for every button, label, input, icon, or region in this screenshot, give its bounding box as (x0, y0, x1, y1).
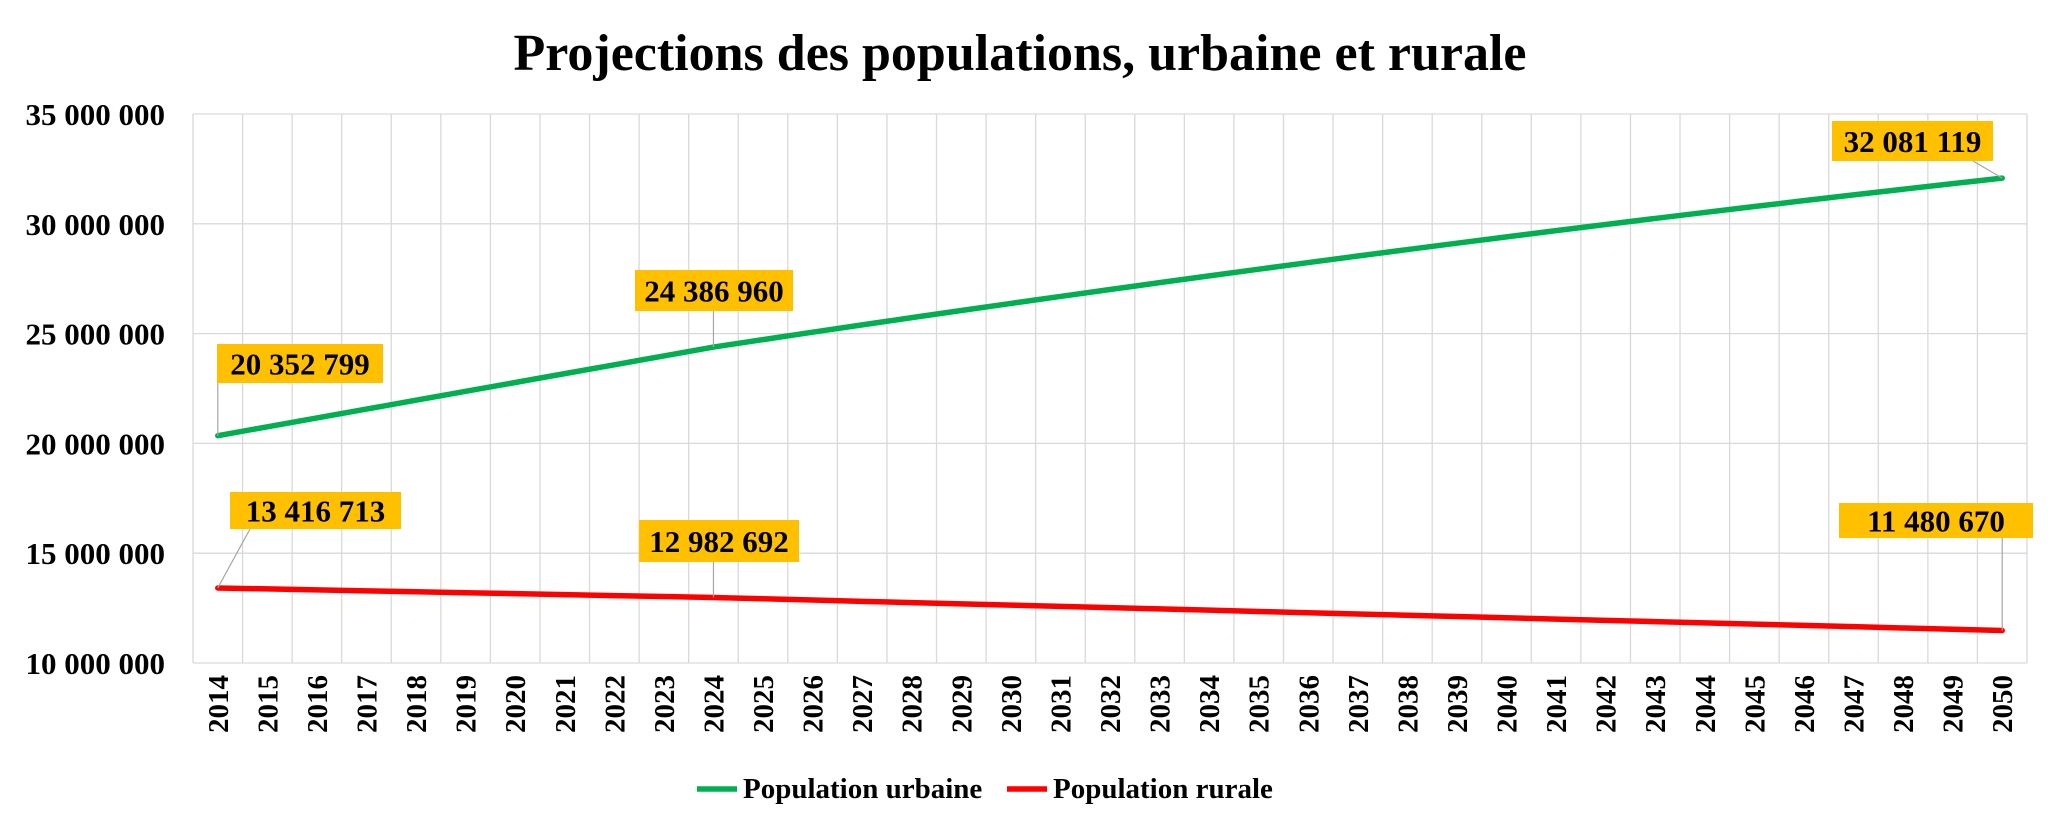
x-tick-label: 2046 (1789, 675, 1821, 733)
x-tick-label: 2050 (1987, 675, 2019, 733)
data-labels: 20 352 799 24 386 960 32 081 119 13 416 713… (217, 121, 2033, 631)
x-tick-label: 2048 (1888, 675, 1920, 733)
x-tick-label: 2047 (1839, 675, 1871, 733)
x-tick-label: 2026 (798, 675, 830, 733)
y-tick-label: 35 000 000 (26, 97, 166, 132)
x-tick-label: 2031 (1045, 675, 1077, 733)
y-tick-label: 30 000 000 (26, 207, 166, 242)
y-tick-label: 15 000 000 (26, 536, 166, 571)
x-tick-label: 2021 (550, 675, 582, 733)
x-tick-label: 2019 (451, 675, 483, 733)
x-tick-label: 2018 (401, 675, 433, 733)
data-label-box (1832, 121, 1993, 161)
x-tick-label: 2029 (946, 675, 978, 733)
y-tick-label: 20 000 000 (26, 426, 166, 461)
x-tick-label: 2020 (500, 675, 532, 733)
legend-label: Population rurale (1053, 773, 1273, 805)
y-tick-label: 25 000 000 (26, 317, 166, 352)
y-tick-label: 10 000 000 (26, 646, 166, 681)
data-label: 13 416 713 (246, 494, 386, 529)
data-label: 20 352 799 (230, 347, 370, 382)
x-tick-label: 2038 (1392, 675, 1424, 733)
x-tick-label: 2024 (698, 675, 730, 733)
x-tick-label: 2049 (1938, 675, 1970, 733)
x-tick-label: 2039 (1442, 675, 1474, 733)
x-tick-label: 2015 (252, 675, 284, 733)
data-label-box (639, 520, 799, 562)
x-tick-label: 2045 (1739, 675, 1771, 733)
x-tick-label: 2041 (1541, 675, 1573, 733)
x-tick-label: 2027 (847, 675, 879, 733)
x-tick-label: 2035 (1244, 675, 1276, 733)
x-axis: 2014 2015 2016 2017 2018 2019 2020 2021 2022 2023… (203, 675, 2019, 733)
x-tick-label: 2033 (1145, 675, 1177, 733)
x-tick-label: 2030 (996, 675, 1028, 733)
x-tick-label: 2022 (599, 675, 631, 733)
x-tick-label: 2028 (897, 675, 929, 733)
x-tick-label: 2025 (748, 675, 780, 733)
series-lines (215, 175, 2005, 634)
x-tick-label: 2014 (203, 675, 235, 733)
data-label: 12 982 692 (649, 524, 789, 559)
x-tick-label: 2042 (1591, 675, 1623, 733)
data-label: 24 386 960 (644, 274, 784, 309)
annotation-leader-line (217, 528, 251, 589)
legend-label: Population urbaine (743, 773, 982, 805)
data-label-box (217, 344, 383, 383)
x-tick-label: 2036 (1293, 675, 1325, 733)
annotation-leader-line (1972, 160, 2003, 179)
series-line-rurale (215, 585, 2005, 634)
x-tick-label: 2017 (351, 675, 383, 733)
x-tick-label: 2034 (1194, 675, 1226, 733)
x-tick-label: 2032 (1095, 675, 1127, 733)
x-tick-label: 2043 (1640, 675, 1672, 733)
chart-title: Projections des populations, urbaine et … (513, 25, 1526, 82)
data-label: 32 081 119 (1844, 124, 1982, 159)
x-tick-label: 2044 (1690, 675, 1722, 733)
data-label: 11 480 670 (1867, 504, 2005, 539)
legend: Population urbaine Population rurale (697, 773, 1273, 805)
x-tick-label: 2023 (649, 675, 681, 733)
x-tick-label: 2037 (1343, 675, 1375, 733)
data-label-box (635, 270, 793, 311)
data-label-box (1839, 503, 2033, 538)
x-tick-label: 2016 (302, 675, 334, 733)
series-line-urbaine (215, 175, 2005, 439)
x-tick-label: 2040 (1492, 675, 1524, 733)
data-label-box (230, 492, 401, 529)
y-axis: 10 000 000 15 000 000 20 000 000 25 000 000… (26, 97, 166, 681)
